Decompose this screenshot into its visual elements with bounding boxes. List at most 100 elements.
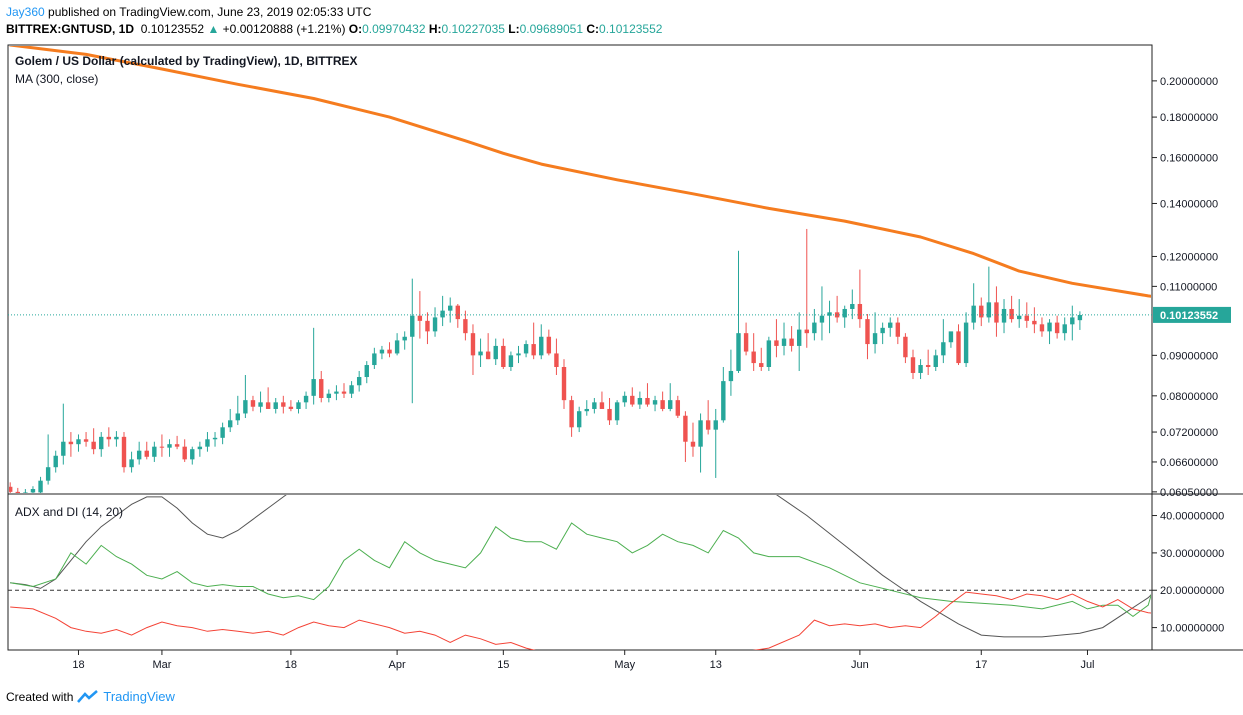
candle-body xyxy=(569,400,574,428)
candle-body xyxy=(539,336,544,356)
candle-body xyxy=(660,400,665,409)
chart-frame xyxy=(7,44,1153,651)
candle-body xyxy=(607,408,612,421)
candle-body xyxy=(9,486,13,492)
low-label: L: xyxy=(508,22,520,36)
candle-body xyxy=(501,345,506,367)
last-value: 0.10123552 xyxy=(140,22,205,36)
candle-body xyxy=(554,353,559,367)
price-tick-label: 0.20000000 xyxy=(1160,76,1218,88)
candle-body xyxy=(220,427,225,438)
candle-body xyxy=(508,355,514,367)
price-tick-label: 0.11000000 xyxy=(1160,281,1217,293)
candle-body xyxy=(197,446,203,450)
candle-body xyxy=(394,340,400,354)
candle-body xyxy=(592,402,597,409)
candle-body xyxy=(228,420,233,428)
candle-body xyxy=(675,400,681,416)
close-label: C: xyxy=(586,22,600,36)
candle-body xyxy=(265,402,271,409)
candle-body xyxy=(296,402,301,409)
candle-body xyxy=(523,344,529,354)
candle-body xyxy=(531,344,536,356)
candle-body xyxy=(683,415,688,442)
up-triangle-icon: ▲ xyxy=(207,22,220,36)
candle-body xyxy=(478,351,483,356)
candle-body xyxy=(903,336,908,358)
candle-body xyxy=(91,441,96,450)
price-tick-label: 0.18000000 xyxy=(1160,112,1218,124)
candle-body xyxy=(30,489,36,493)
last-price-label: 0.10123552 xyxy=(1160,310,1218,322)
candle-body xyxy=(1077,315,1083,321)
candle-body xyxy=(1009,308,1014,320)
candle-body xyxy=(136,450,142,460)
price-tick-label: 0.07200000 xyxy=(1160,427,1218,439)
candle-body xyxy=(159,446,165,448)
candle-body xyxy=(925,365,931,367)
candle-body xyxy=(167,444,172,448)
candle-body xyxy=(941,342,946,356)
time-tick-label: Mar xyxy=(152,659,171,671)
candle-body xyxy=(948,331,954,343)
ma-legend: MA (300, close) xyxy=(15,72,99,86)
minus_di-line xyxy=(10,591,1151,650)
candle-body xyxy=(334,391,339,394)
candle-body xyxy=(774,340,779,346)
open-value: 0.09970432 xyxy=(362,22,426,36)
price-tick-label: 0.12000000 xyxy=(1160,251,1218,263)
candle-body xyxy=(599,402,605,409)
candle-body xyxy=(888,322,893,328)
candle-body xyxy=(561,366,567,401)
candle-body xyxy=(614,402,620,421)
adx-tick-label: 40.00000000 xyxy=(1160,511,1224,523)
time-tick-label: Apr xyxy=(389,659,406,671)
candle-body xyxy=(979,305,984,318)
candle-body xyxy=(963,322,969,364)
candle-body xyxy=(766,340,772,367)
candle-body xyxy=(493,345,498,360)
candle-body xyxy=(258,402,263,407)
adx-legend: ADX and DI (14, 20) xyxy=(15,505,124,519)
candle-body xyxy=(713,420,718,430)
candle-body xyxy=(637,397,643,405)
candle-body xyxy=(463,319,468,334)
candle-body xyxy=(121,436,127,468)
candle-body xyxy=(546,336,552,354)
candle-body xyxy=(956,331,961,364)
candle-body xyxy=(622,395,627,403)
author-name[interactable]: Jay360 xyxy=(6,5,45,19)
candle-body xyxy=(812,322,817,334)
price-tick-label: 0.06050000 xyxy=(1160,487,1218,499)
candle-body xyxy=(440,310,445,318)
price-tick-label: 0.08000000 xyxy=(1160,391,1218,403)
candle-body xyxy=(174,444,180,447)
candle-body xyxy=(872,333,878,345)
change-value: +0.00120888 (+1.21%) xyxy=(222,22,346,36)
candle-body xyxy=(759,363,764,367)
candle-body xyxy=(273,402,278,409)
last-price-tag xyxy=(1153,306,1231,323)
candle-body xyxy=(250,400,256,407)
footer: Created with TradingView xyxy=(6,689,175,704)
candle-body xyxy=(865,319,870,345)
candle-body xyxy=(751,351,756,364)
candle-body xyxy=(387,349,392,354)
tradingview-brand[interactable]: TradingView xyxy=(103,689,175,704)
candle-body xyxy=(721,381,726,421)
main-chart-title: Golem / US Dollar (calculated by Trading… xyxy=(15,54,358,68)
price-tick-label: 0.09000000 xyxy=(1160,350,1218,362)
close-value: 0.10123552 xyxy=(599,22,663,36)
low-value: 0.09689051 xyxy=(519,22,584,36)
candle-body xyxy=(804,329,809,334)
candle-body xyxy=(986,302,992,318)
candle-body xyxy=(1070,317,1075,325)
candle-body xyxy=(819,315,825,323)
candle-body xyxy=(736,333,741,371)
candles-group xyxy=(9,228,1083,493)
candle-body xyxy=(1047,322,1052,332)
open-label: O: xyxy=(348,22,363,36)
candle-body xyxy=(372,353,377,366)
candle-body xyxy=(106,436,112,440)
